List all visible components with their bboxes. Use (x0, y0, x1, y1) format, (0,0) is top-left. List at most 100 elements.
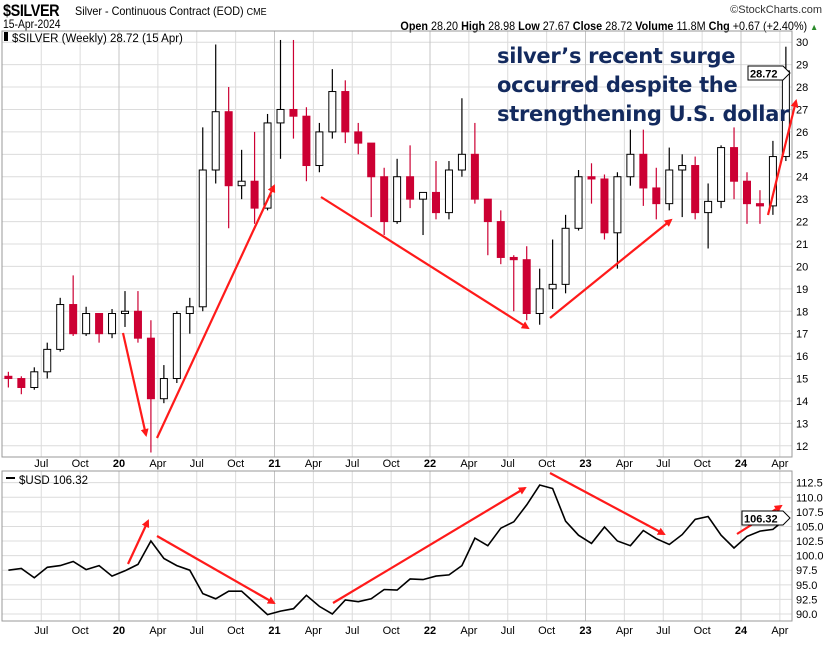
x-tick-label: Jul (34, 625, 48, 637)
candle (470, 122, 479, 204)
candle-body (730, 147, 739, 182)
x-tick-label: Oct (538, 458, 555, 470)
candle (17, 376, 26, 395)
x-tick-label: Apr (305, 625, 322, 637)
volume-label: Volume (635, 19, 674, 33)
x-tick-label: Oct (538, 625, 555, 637)
candle (717, 145, 726, 209)
candle-body (341, 91, 350, 133)
candle (561, 214, 570, 294)
volume-value: 11.8M (676, 19, 706, 33)
x-tick-label: Oct (694, 625, 711, 637)
y-tick-label: 100.0 (796, 551, 824, 563)
candle (743, 172, 751, 224)
candle (289, 39, 298, 139)
candle (730, 127, 739, 200)
y-tick-label: 112.5 (796, 478, 823, 490)
y-tick-label: 29 (796, 60, 808, 72)
candle (665, 147, 674, 211)
silver-legend-text: $SILVER (Weekly) 28.72 (15 Apr) (12, 33, 183, 45)
candle-body (652, 187, 661, 205)
x-tick-label: Jul (345, 458, 359, 470)
candle (159, 365, 168, 404)
candle (457, 98, 466, 177)
candle-body (704, 200, 713, 214)
candle (509, 255, 518, 312)
candle (548, 239, 557, 310)
x-tick-label: 20 (113, 625, 125, 637)
candle-body (380, 176, 389, 223)
x-tick-label: Apr (149, 625, 166, 637)
annotation-line-2: occurred despite the (497, 73, 738, 97)
candle (198, 127, 207, 312)
candle-body (755, 203, 764, 207)
y-tick-label: 22 (796, 217, 808, 229)
low-value: 27.67 (542, 19, 570, 33)
legend-swatch (6, 477, 15, 479)
arrow-usd-rally (332, 486, 527, 604)
candle (483, 198, 492, 256)
silver-candles (4, 39, 790, 453)
candle (522, 246, 531, 321)
y-tick-label: 12 (796, 441, 808, 453)
silver-last-value: 28.72 (750, 69, 778, 81)
candle (393, 158, 402, 224)
y-tick-label: 97.5 (796, 565, 817, 577)
candle (613, 172, 622, 269)
candle (639, 129, 648, 206)
candle (704, 183, 713, 249)
candle (587, 163, 596, 204)
silver-last-value-tag: 28.72 (747, 65, 791, 81)
candle-body (522, 259, 531, 315)
candle-body (367, 142, 376, 178)
candle-body (419, 191, 428, 200)
exchange: CME (246, 7, 267, 18)
candle (444, 161, 453, 220)
y-tick-label: 102.5 (796, 536, 824, 548)
high-label: High (460, 19, 485, 33)
x-tick-label: Apr (771, 625, 788, 637)
x-tick-label: 21 (268, 458, 280, 470)
candle-body (30, 371, 39, 388)
candle-body (146, 337, 155, 400)
x-tick-label: Jul (190, 458, 204, 470)
candle (4, 371, 13, 388)
candle-body (587, 176, 596, 180)
x-tick-label: Oct (383, 625, 400, 637)
candle-body (4, 375, 13, 380)
candle-body (535, 288, 544, 315)
candle (30, 367, 39, 390)
x-tick-label: 20 (113, 458, 125, 470)
candle-body (717, 147, 726, 202)
candle (43, 342, 52, 379)
y-tick-label: 90.0 (796, 609, 817, 621)
arrow-silver-recovery (549, 218, 673, 319)
candle (406, 145, 415, 209)
candle-body (224, 111, 233, 187)
candle-body (289, 108, 298, 117)
candle (121, 291, 129, 327)
arrow-usd-pullback (549, 472, 666, 535)
candle (328, 69, 337, 139)
price-stats: Open 28.20 High 28.98 Low 27.67 Close 28… (400, 19, 818, 33)
candle-body (172, 313, 181, 380)
candle-body (315, 131, 324, 167)
candle (302, 107, 311, 182)
y-tick-label: 14 (796, 396, 808, 408)
candle-body (613, 176, 622, 234)
candle-body (639, 153, 648, 189)
candle (133, 291, 142, 343)
candle-body (250, 180, 259, 209)
x-tick-label: Oct (72, 458, 89, 470)
x-tick-label: 23 (579, 458, 591, 470)
candle-body (82, 313, 91, 335)
candle (496, 210, 505, 265)
candle (535, 268, 544, 325)
x-tick-label: Apr (616, 625, 633, 637)
candle-body (354, 131, 363, 144)
candle (315, 122, 324, 173)
candle-body (276, 108, 285, 124)
candle (69, 275, 78, 336)
y-tick-label: 16 (796, 351, 808, 363)
candle (678, 154, 687, 218)
